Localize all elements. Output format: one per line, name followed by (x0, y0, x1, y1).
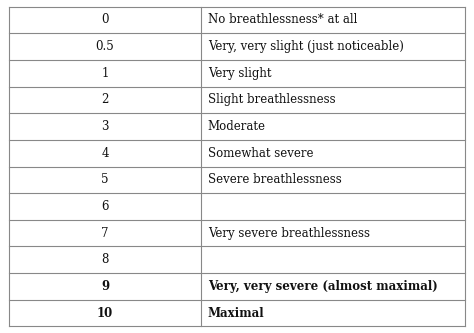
Text: 1: 1 (101, 67, 109, 80)
Text: 5: 5 (101, 173, 109, 186)
Text: Somewhat severe: Somewhat severe (208, 147, 313, 160)
Text: Very, very severe (almost maximal): Very, very severe (almost maximal) (208, 280, 438, 293)
Text: Severe breathlessness: Severe breathlessness (208, 173, 341, 186)
Text: 6: 6 (101, 200, 109, 213)
Text: Slight breathlessness: Slight breathlessness (208, 93, 335, 107)
Text: Very slight: Very slight (208, 67, 271, 80)
Text: 7: 7 (101, 226, 109, 240)
Text: 3: 3 (101, 120, 109, 133)
Text: 8: 8 (101, 253, 109, 266)
Text: 9: 9 (101, 280, 109, 293)
Text: 0: 0 (101, 13, 109, 27)
Text: Very, very slight (just noticeable): Very, very slight (just noticeable) (208, 40, 403, 53)
Text: No breathlessness* at all: No breathlessness* at all (208, 13, 357, 27)
Text: Very severe breathlessness: Very severe breathlessness (208, 226, 370, 240)
Text: 4: 4 (101, 147, 109, 160)
Text: Moderate: Moderate (208, 120, 266, 133)
Text: Maximal: Maximal (208, 306, 264, 320)
Text: 10: 10 (97, 306, 113, 320)
Text: 2: 2 (101, 93, 109, 107)
Text: 0.5: 0.5 (96, 40, 114, 53)
